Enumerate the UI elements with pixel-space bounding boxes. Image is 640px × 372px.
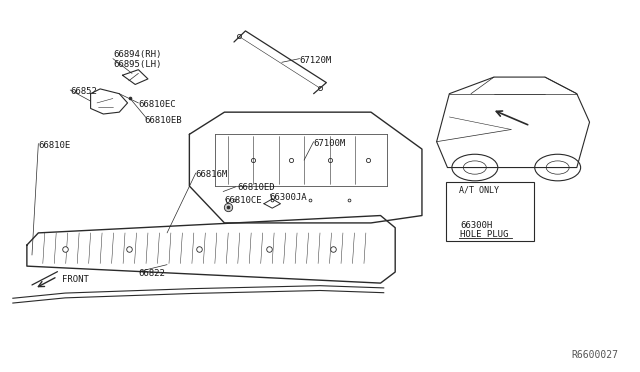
Text: 66852: 66852 [70, 87, 97, 96]
Text: HOLE PLUG: HOLE PLUG [460, 230, 509, 239]
Text: 66810EB: 66810EB [145, 116, 182, 125]
Text: 66810ED: 66810ED [237, 183, 275, 192]
Text: A/T ONLY: A/T ONLY [459, 186, 499, 195]
Text: 67120M: 67120M [300, 56, 332, 65]
Text: 66816M: 66816M [196, 170, 228, 179]
Text: 67100M: 67100M [314, 139, 346, 148]
Text: 66810E: 66810E [38, 141, 70, 150]
Text: 66822: 66822 [138, 269, 165, 278]
Bar [446, 182, 534, 241]
Text: R6600027: R6600027 [572, 350, 618, 360]
Text: 66894(RH): 66894(RH) [113, 51, 161, 60]
Text: 66300JA: 66300JA [269, 193, 307, 202]
Text: 66895(LH): 66895(LH) [113, 60, 161, 70]
Text: 66810EC: 66810EC [138, 100, 176, 109]
Text: FRONT: FRONT [62, 275, 89, 283]
Text: 66810CE: 66810CE [225, 196, 262, 205]
Text: 66300H: 66300H [460, 221, 492, 230]
